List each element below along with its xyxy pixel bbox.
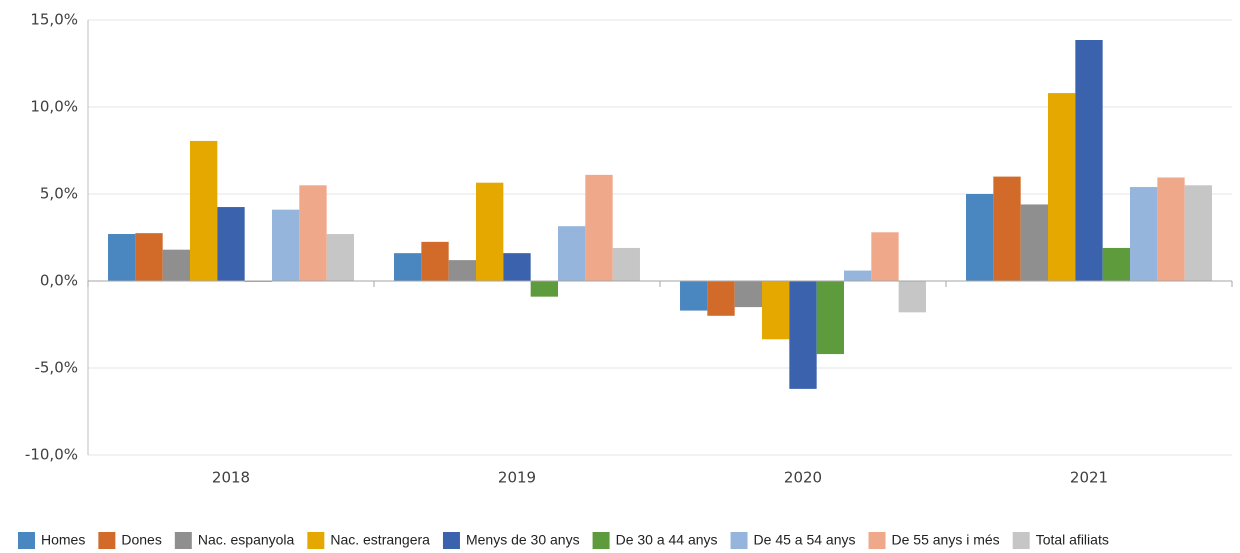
- legend-swatch: [98, 532, 116, 549]
- bar: [217, 207, 245, 281]
- legend-swatch: [868, 532, 886, 549]
- bar: [1102, 247, 1130, 281]
- y-tick-label: 5,0%: [40, 185, 78, 203]
- bar: [1020, 204, 1049, 281]
- legend-label: De 55 anys i més: [892, 532, 1000, 548]
- legend-label: Nac. estrangera: [330, 532, 430, 548]
- bar: [789, 281, 817, 389]
- bar: [1048, 93, 1076, 281]
- bar: [1075, 40, 1103, 282]
- legend-label: De 45 a 54 anys: [754, 532, 856, 548]
- x-tick-label: 2020: [784, 469, 822, 487]
- y-tick-label: 15,0%: [30, 11, 78, 29]
- bar: [966, 194, 994, 281]
- bar: [762, 281, 790, 340]
- bar: [816, 281, 844, 355]
- x-tick-label: 2021: [1070, 469, 1108, 487]
- legend-label: Menys de 30 anys: [466, 532, 580, 548]
- bar: [734, 281, 763, 308]
- y-tick-label: 0,0%: [40, 272, 78, 290]
- legend-label: Dones: [121, 532, 161, 548]
- legend-label: De 30 a 44 anys: [616, 532, 718, 548]
- bar: [271, 209, 300, 281]
- bar: [557, 226, 586, 281]
- bar: [108, 234, 136, 281]
- legend-swatch: [307, 532, 325, 549]
- bar: [530, 281, 558, 297]
- legend-swatch: [1012, 532, 1030, 549]
- y-tick-label: -5,0%: [34, 359, 78, 377]
- bar: [394, 253, 422, 281]
- x-tick-label: 2018: [212, 469, 250, 487]
- bar: [162, 249, 191, 281]
- y-tick-label: -10,0%: [25, 446, 78, 464]
- bar: [898, 281, 926, 313]
- legend-swatch: [442, 532, 460, 549]
- legend-label: Nac. espanyola: [198, 532, 295, 548]
- bar: [326, 234, 354, 281]
- legend-swatch: [730, 532, 748, 549]
- bar: [190, 140, 218, 281]
- bar: [476, 182, 504, 281]
- legend-swatch: [18, 532, 35, 549]
- bar: [135, 233, 163, 281]
- legend-label: Homes: [41, 532, 85, 548]
- bar: [1184, 185, 1212, 281]
- legend-swatch: [174, 532, 192, 549]
- x-tick-label: 2019: [498, 469, 536, 487]
- bar: [993, 176, 1021, 281]
- bar: [1157, 177, 1185, 281]
- y-tick-label: 10,0%: [30, 98, 78, 116]
- legend-label: Total afiliats: [1036, 532, 1109, 548]
- bar: [612, 247, 640, 281]
- bar: [585, 174, 613, 281]
- bar: [503, 253, 531, 281]
- bar: [680, 281, 708, 311]
- bar: [707, 281, 735, 316]
- bar: [843, 270, 872, 281]
- bar: [421, 241, 449, 281]
- bar: [1129, 187, 1158, 281]
- bar: [871, 232, 899, 281]
- legend-swatch: [592, 532, 610, 549]
- bar: [299, 185, 327, 281]
- bar: [448, 260, 477, 281]
